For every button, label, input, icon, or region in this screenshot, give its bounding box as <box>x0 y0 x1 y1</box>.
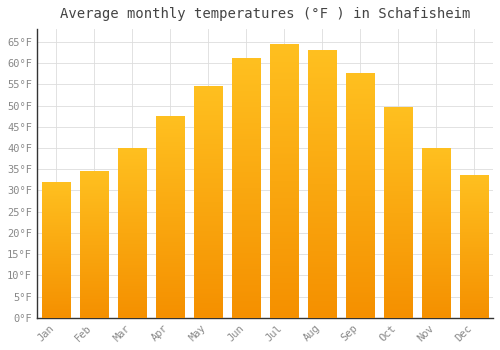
Bar <box>42 182 70 318</box>
Bar <box>308 50 336 318</box>
Bar <box>270 44 298 318</box>
Bar <box>156 116 184 318</box>
Bar <box>346 74 374 318</box>
Bar <box>80 172 108 318</box>
Title: Average monthly temperatures (°F ) in Schafisheim: Average monthly temperatures (°F ) in Sc… <box>60 7 470 21</box>
Bar <box>232 59 260 318</box>
Bar <box>422 148 450 318</box>
Bar <box>194 86 222 318</box>
Bar <box>118 148 146 318</box>
Bar <box>460 176 488 318</box>
Bar <box>384 108 412 318</box>
